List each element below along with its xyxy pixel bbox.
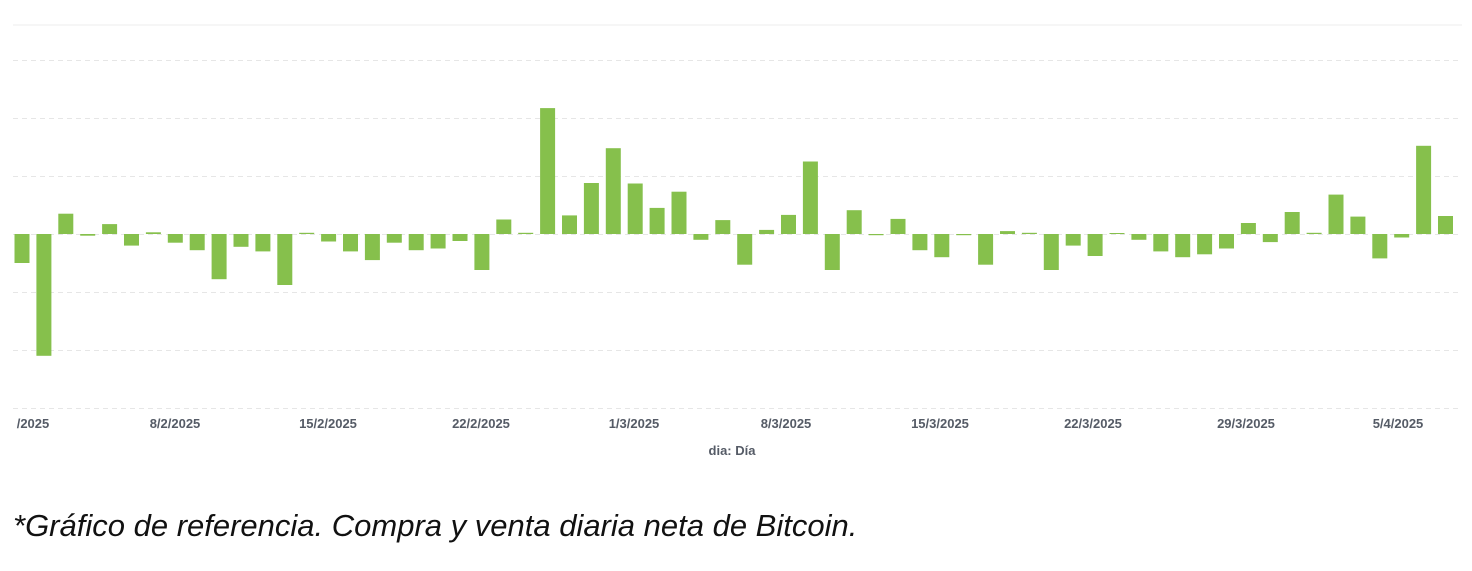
bar: [693, 234, 709, 240]
bar: [759, 229, 775, 234]
bar: [605, 148, 621, 234]
bar: [1175, 234, 1191, 258]
bar: [956, 234, 972, 236]
bar: [58, 213, 74, 234]
bar: [189, 234, 205, 251]
bar: [1284, 212, 1300, 234]
bar: [518, 232, 534, 234]
bar: [1197, 234, 1213, 255]
bar: [364, 234, 380, 261]
x-tick-label: 29/3/2025: [1217, 416, 1275, 431]
bar: [233, 234, 249, 247]
bar: [452, 234, 468, 241]
bar: [1087, 234, 1103, 256]
bar: [912, 234, 928, 251]
bar: [36, 234, 52, 356]
bar: [1438, 216, 1453, 234]
x-tick-label: 15/3/2025: [911, 416, 969, 431]
x-tick-label: 5/4/2025: [1373, 416, 1424, 431]
bar: [255, 234, 271, 252]
bar: [145, 232, 161, 234]
bar: [386, 234, 402, 243]
x-tick-label: 8/3/2025: [761, 416, 812, 431]
bar: [583, 183, 599, 234]
bar: [1306, 232, 1322, 234]
bar: [649, 207, 665, 234]
bar: [321, 234, 337, 242]
x-tick-label: 1/3/2025: [609, 416, 660, 431]
bar: [211, 234, 227, 280]
bar: [737, 234, 753, 265]
bar: [1021, 232, 1037, 234]
x-tick-label: 22/3/2025: [1064, 416, 1122, 431]
chart-caption: *Gráfico de referencia. Compra y venta d…: [13, 508, 858, 543]
grid-lines: [13, 24, 1462, 409]
bar: [1394, 234, 1410, 238]
bar: [343, 234, 358, 252]
bar: [627, 183, 643, 234]
bar: [846, 210, 862, 234]
bars: [14, 108, 1453, 356]
bar: [802, 161, 818, 234]
bar: [124, 234, 139, 246]
bar: [1000, 231, 1015, 234]
bar: [1131, 234, 1147, 240]
bar: [1350, 216, 1366, 234]
bar: [1219, 234, 1234, 249]
bar: [474, 234, 490, 270]
bar: [781, 214, 796, 234]
bar: [978, 234, 994, 265]
bar: [671, 191, 687, 234]
x-tick-label: 15/2/2025: [299, 416, 357, 431]
bar: [1328, 194, 1344, 234]
x-tick-label: 8/2/2025: [150, 416, 201, 431]
bar: [496, 219, 512, 234]
bar: [167, 234, 183, 243]
bar: [890, 218, 906, 234]
bar: [1372, 234, 1388, 259]
x-tick-labels: /2025 8/2/2025 15/2/2025 22/2/2025 1/3/2025 8…: [17, 416, 1424, 431]
x-axis-title: dia: Día: [709, 443, 757, 458]
bar: [540, 108, 556, 234]
bar: [1262, 234, 1278, 243]
bar: [1065, 234, 1081, 246]
bar: [715, 220, 731, 234]
bar: [934, 234, 950, 258]
bar: [1109, 233, 1125, 234]
bar: [562, 215, 577, 234]
bar: [1153, 234, 1169, 252]
bar: [1416, 145, 1432, 234]
bar: [824, 234, 840, 270]
bar: [299, 232, 315, 234]
x-tick-label: 22/2/2025: [452, 416, 510, 431]
bar: [80, 234, 96, 236]
bar: [277, 234, 293, 285]
bar: [1043, 234, 1059, 270]
bar: [868, 234, 884, 236]
bar: [408, 234, 424, 251]
bar: [14, 234, 30, 263]
bar: [102, 224, 118, 234]
x-tick-label: /2025: [17, 416, 50, 431]
bar: [430, 234, 446, 249]
bar-chart: /2025 8/2/2025 15/2/2025 22/2/2025 1/3/2025 8…: [13, 24, 1462, 458]
bar: [1240, 223, 1256, 234]
